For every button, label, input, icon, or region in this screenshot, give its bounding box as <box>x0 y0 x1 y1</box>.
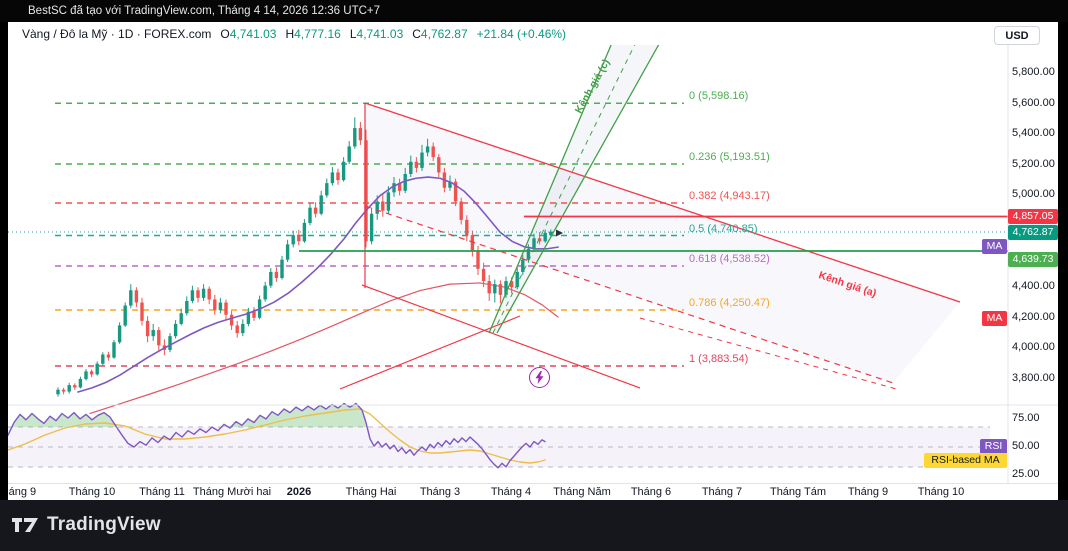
high-value: 4,777.16 <box>294 26 341 41</box>
price-tick: 5,800.00 <box>1012 66 1055 78</box>
open-value: 4,741.03 <box>229 26 277 41</box>
fib-level-label: 0.382 (4,943.17) <box>689 190 770 202</box>
fib-level-label: 0.5 (4,740.85) <box>689 222 758 235</box>
time-axis[interactable]: Tháng 9 Tháng 10 Tháng 11 Tháng Mười hai 202… <box>8 483 1058 501</box>
lightning-icon[interactable] <box>529 367 550 388</box>
time-label[interactable]: Tháng 3 <box>419 486 461 498</box>
low-label: L <box>349 26 357 41</box>
axis-badge[interactable]: RSI-based MA <box>924 453 1007 468</box>
attribution-bar: BestSC đã tạo với TradingView.com, Tháng… <box>0 0 1068 22</box>
time-label[interactable]: Tháng 9 <box>8 486 37 498</box>
tradingview-mark-icon <box>12 518 38 532</box>
fib-level-label: 1 (3,883.54) <box>689 353 749 365</box>
change-value: +21.84 (+0.46%) <box>476 26 567 41</box>
time-label[interactable]: Tháng 6 <box>630 486 672 498</box>
axis-badge[interactable]: RSI <box>980 438 1007 454</box>
tradingview-logo[interactable]: TradingView <box>12 514 161 536</box>
symbol-row[interactable]: Vàng / Đô la Mỹ · 1D · FOREX.com O4,741.… <box>8 22 1058 45</box>
open-label: O <box>220 26 230 41</box>
time-label[interactable]: 2026 <box>286 486 312 498</box>
price-tick: 5,600.00 <box>1012 96 1055 109</box>
time-label[interactable]: Tháng Mười hai <box>192 486 272 498</box>
fib-level-label: 0 (5,598.16) <box>689 90 749 103</box>
price-chart-canvas[interactable] <box>8 45 1058 500</box>
axis-badge[interactable]: 4,639.73 <box>1008 251 1058 267</box>
price-tick: 3,800.00 <box>1012 371 1055 384</box>
time-label[interactable]: Tháng Tám <box>769 486 827 498</box>
price-tick: 5,400.00 <box>1012 127 1055 140</box>
currency-button[interactable]: USD <box>994 26 1040 45</box>
close-value: 4,762.87 <box>420 26 468 41</box>
close-label: C <box>412 26 421 41</box>
fib-level-label: 0.786 (4,250.47) <box>689 297 770 309</box>
price-tick: 50.00 <box>1012 440 1040 452</box>
time-label[interactable]: Tháng 10 <box>917 486 965 498</box>
time-label[interactable]: Tháng Hai <box>345 486 397 498</box>
symbol-title[interactable]: Vàng / Đô la Mỹ · 1D · FOREX.com <box>22 26 212 41</box>
axis-badge[interactable]: MA <box>982 238 1007 254</box>
fib-level-label: 0.618 (4,538.52) <box>689 253 770 265</box>
time-label[interactable]: Tháng 10 <box>68 486 116 498</box>
attribution-text: BestSC đã tạo với TradingView.com, Tháng… <box>28 5 381 17</box>
fib-level-label: 0.236 (5,193.51) <box>689 151 770 163</box>
time-label[interactable]: Tháng 11 <box>139 486 185 498</box>
price-tick: 75.00 <box>1012 412 1040 425</box>
tradingview-wordmark: TradingView <box>47 514 161 535</box>
price-tick: 25.00 <box>1012 467 1040 480</box>
price-tick: 5,000.00 <box>1012 188 1055 201</box>
time-label[interactable]: Tháng 9 <box>847 486 889 498</box>
footer-bar: TradingView <box>0 500 1068 551</box>
axis-badge[interactable]: 4,762.87 <box>1008 224 1058 240</box>
low-value: 4,741.03 <box>356 26 404 41</box>
time-label[interactable]: Tháng Năm <box>553 486 611 498</box>
price-tick: 5,200.00 <box>1012 157 1055 170</box>
price-tick: 4,200.00 <box>1012 310 1055 323</box>
axis-badge[interactable]: MA <box>982 310 1007 326</box>
axis-badge[interactable]: 4,857.05 <box>1008 209 1058 224</box>
chart-card: Vàng / Đô la Mỹ · 1D · FOREX.com O4,741.… <box>8 22 1058 501</box>
time-label[interactable]: Tháng 7 <box>701 486 743 498</box>
price-tick: 4,000.00 <box>1012 341 1055 354</box>
time-label[interactable]: Tháng 4 <box>490 486 532 498</box>
price-tick: 4,400.00 <box>1012 280 1055 292</box>
lightning-bolt-glyph <box>535 371 544 384</box>
high-label: H <box>285 26 295 41</box>
